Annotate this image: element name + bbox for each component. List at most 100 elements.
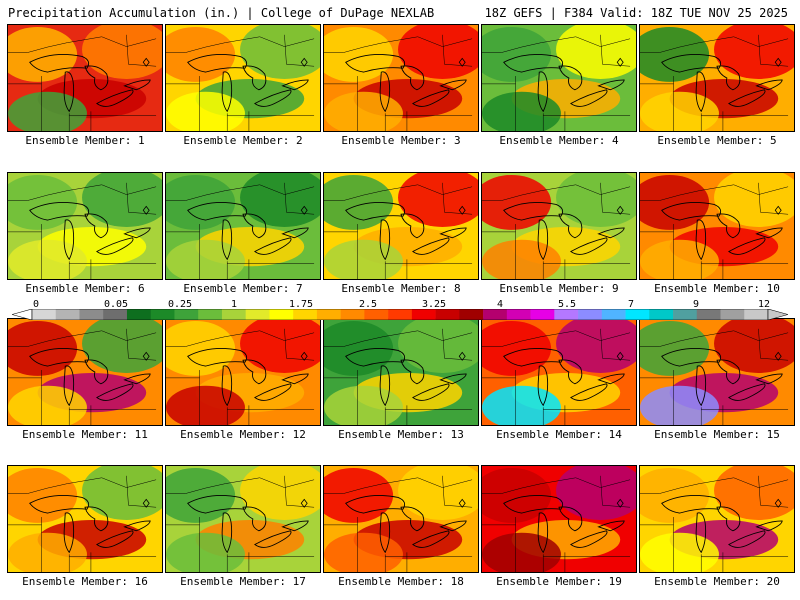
lake-outline <box>123 227 151 239</box>
lake-outline <box>728 530 766 548</box>
precip-region <box>82 173 162 227</box>
diamond-marker <box>300 57 308 67</box>
precip-region <box>324 320 394 376</box>
colorbar-tick-label: 7 <box>627 299 635 310</box>
precip-region <box>166 385 245 425</box>
colorbar-tick-label: 1.75 <box>288 299 314 310</box>
ensemble-panel <box>323 24 479 132</box>
precip-region <box>8 174 78 230</box>
border-line <box>482 184 631 201</box>
lake-outline <box>597 227 625 239</box>
border-line <box>324 36 473 53</box>
lake-outline <box>597 373 625 385</box>
lake-outline <box>29 348 90 367</box>
precip-region <box>640 532 719 572</box>
precip-region <box>398 173 478 227</box>
colorbar-segment <box>126 309 152 320</box>
lake-outline <box>242 506 267 532</box>
precip-region <box>8 91 87 131</box>
precip-region <box>324 26 394 82</box>
diamond-marker <box>458 57 466 67</box>
lake-outline <box>254 530 292 548</box>
precip-region <box>640 467 710 523</box>
precip-region <box>8 532 87 572</box>
ensemble-member-label: Ensemble Member: 2 <box>183 134 303 147</box>
diamond-marker <box>458 205 466 215</box>
ensemble-member-label: Ensemble Member: 19 <box>496 575 622 588</box>
precip-region <box>714 319 794 373</box>
colorbar-tick-label: 0.25 <box>167 299 193 310</box>
precip-map <box>324 173 478 279</box>
precip-region <box>324 467 394 523</box>
diamond-marker <box>774 57 782 67</box>
lake-outline <box>84 506 109 532</box>
border-line <box>482 330 631 347</box>
precip-region <box>640 26 710 82</box>
colorbar-segment <box>554 309 579 320</box>
ensemble-member-label: Ensemble Member: 14 <box>496 428 622 441</box>
border-line <box>640 330 789 347</box>
ensemble-member-label: Ensemble Member: 15 <box>654 428 780 441</box>
diamond-marker <box>458 351 466 361</box>
colorbar-segment <box>32 309 57 320</box>
precip-region <box>324 174 394 230</box>
lake-outline <box>661 54 722 73</box>
precip-region <box>640 239 719 279</box>
precip-map <box>640 25 794 131</box>
diamond-marker <box>774 351 782 361</box>
colorbar-segment <box>245 309 270 320</box>
diamond-marker <box>616 57 624 67</box>
lake-outline <box>281 520 309 532</box>
precip-region <box>8 385 87 425</box>
diamond-marker <box>142 498 150 508</box>
precip-map <box>640 319 794 425</box>
colorbar-segment <box>625 309 650 320</box>
ensemble-panel <box>639 318 795 426</box>
lake-outline <box>755 79 783 91</box>
colorbar-segment <box>269 309 294 320</box>
lake-outline <box>345 348 406 367</box>
colorbar-segment <box>364 309 389 320</box>
colorbar-segment <box>506 309 531 320</box>
precip-region <box>8 320 78 376</box>
precip-region <box>166 320 236 376</box>
lake-outline <box>84 359 109 385</box>
colorbar-tick-label: 5.5 <box>557 299 577 310</box>
ensemble-panel <box>481 465 637 573</box>
diamond-marker <box>774 205 782 215</box>
colorbar-tick-label: 0.05 <box>103 299 129 310</box>
ensemble-member-label: Ensemble Member: 8 <box>341 282 461 295</box>
lake-outline <box>242 65 267 91</box>
diamond-marker <box>774 498 782 508</box>
diamond-marker <box>616 498 624 508</box>
precip-region <box>714 466 794 520</box>
precip-region <box>398 319 478 373</box>
lake-outline <box>537 365 549 407</box>
ensemble-member-label: Ensemble Member: 5 <box>657 134 777 147</box>
lake-outline <box>503 495 564 514</box>
lake-outline <box>412 530 450 548</box>
lake-outline <box>187 202 248 221</box>
colorbar-segment <box>649 309 674 320</box>
precip-map <box>166 466 320 572</box>
precip-map <box>8 466 162 572</box>
ensemble-panel <box>323 172 479 280</box>
precip-region <box>398 466 478 520</box>
colorbar-segment <box>103 309 128 320</box>
precip-region <box>166 26 236 82</box>
precip-map <box>324 466 478 572</box>
lake-outline <box>755 227 783 239</box>
colorbar-segment <box>696 309 721 320</box>
diamond-marker <box>300 205 308 215</box>
colorbar-min-arrow <box>12 309 33 320</box>
precip-region <box>166 467 236 523</box>
colorbar-segment <box>174 309 199 320</box>
lake-outline <box>570 530 608 548</box>
colorbar-segment <box>150 309 175 320</box>
lake-outline <box>661 495 722 514</box>
border-line <box>640 184 789 201</box>
ensemble-panel <box>639 172 795 280</box>
lake-outline <box>63 71 75 113</box>
ensemble-panel <box>165 172 321 280</box>
lake-outline <box>187 348 248 367</box>
